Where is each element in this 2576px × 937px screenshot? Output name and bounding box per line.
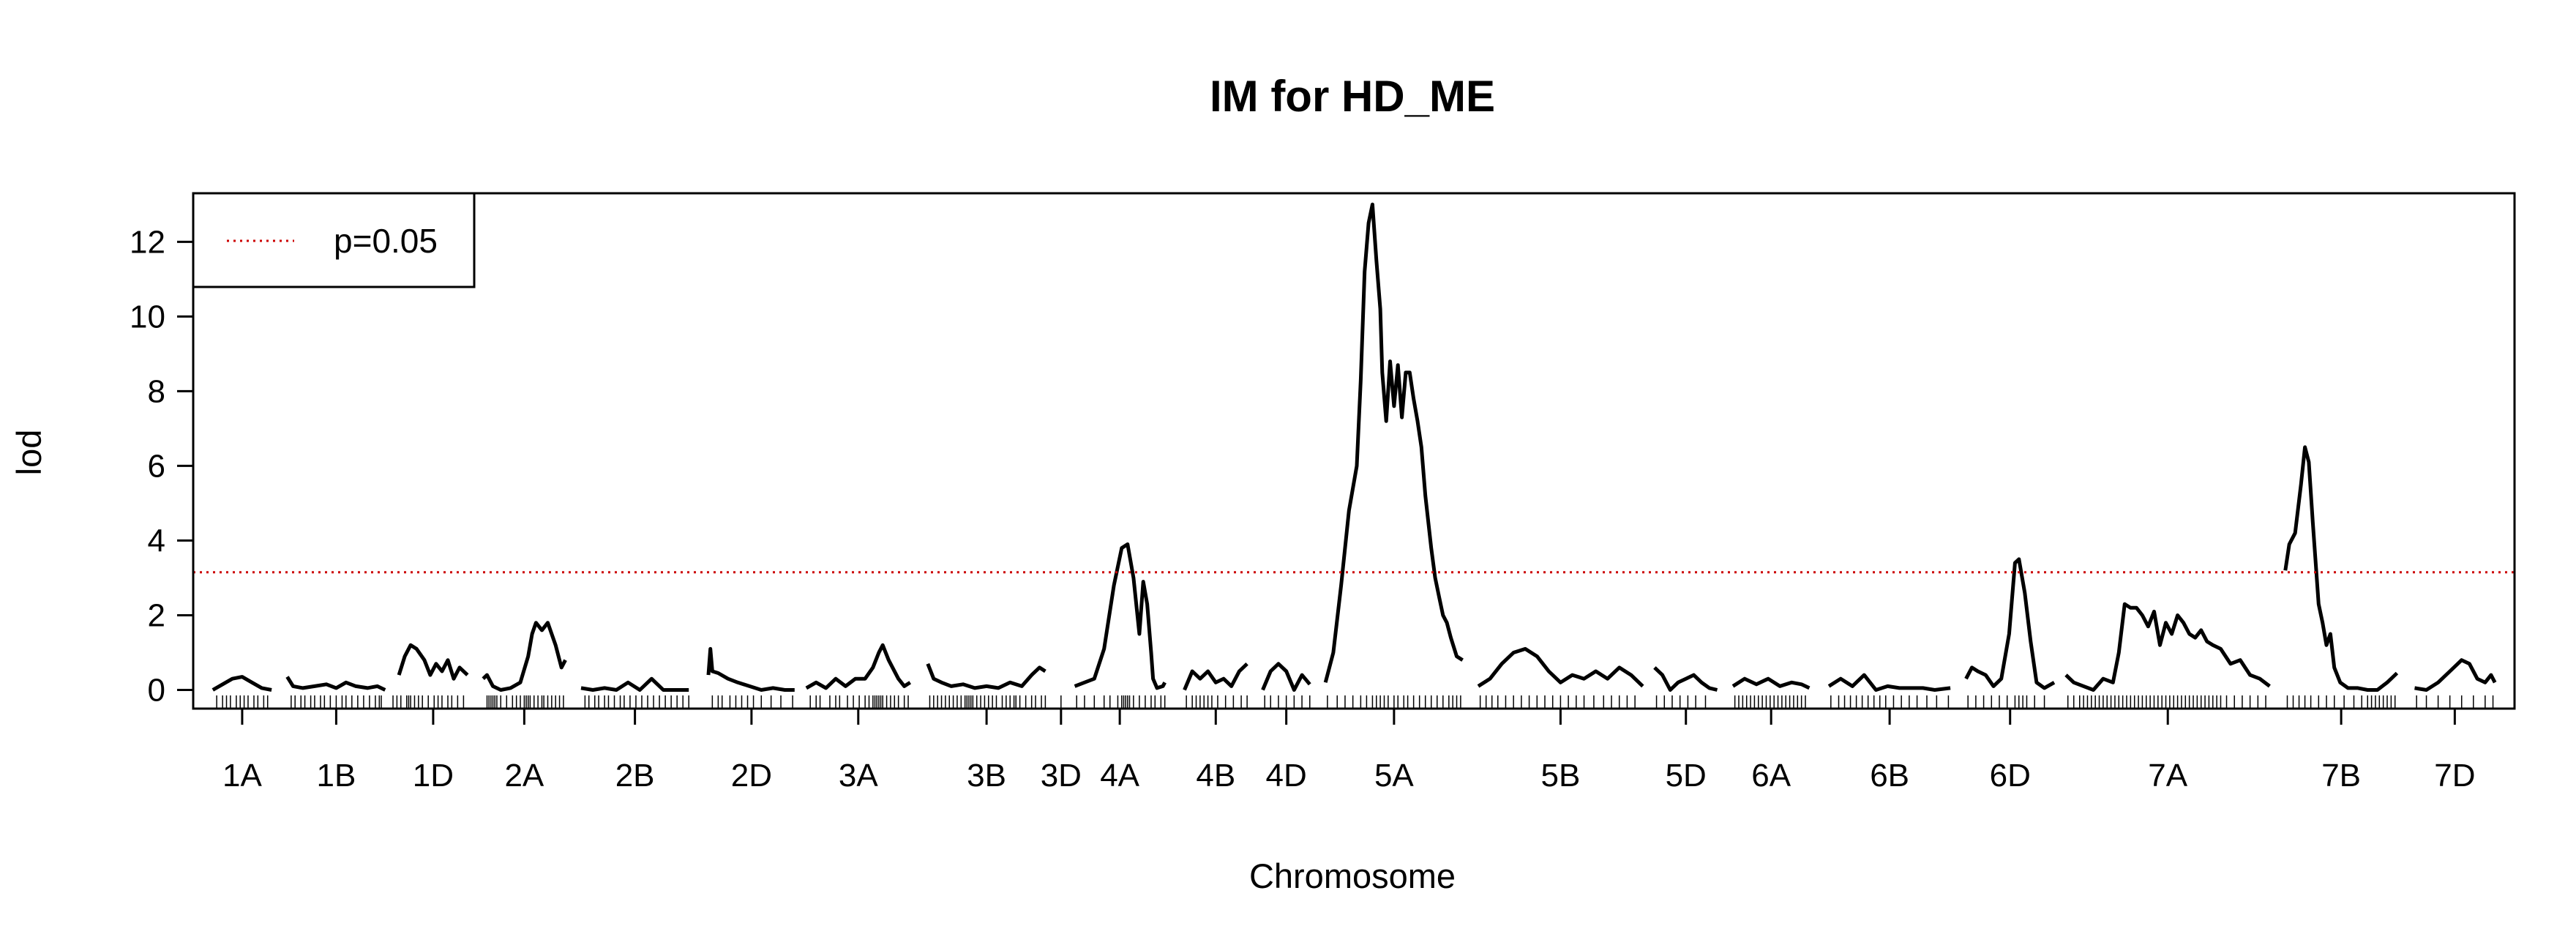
y-tick-label: 2 [148, 597, 165, 633]
lod-curve-2A [482, 621, 567, 692]
lod-curve-4A [1074, 542, 1167, 690]
x-tick-label-6D: 6D [1990, 758, 2031, 794]
x-axis-label: Chromosome [1249, 856, 1456, 895]
x-tick-label-5A: 5A [1374, 758, 1414, 794]
x-axis: 1A 1B 1D 2A 2B 2D 3A 3B 3D 4A 4B 4D 5A 5B 5D 6A 6B 6D 7A 7B… [222, 709, 2475, 794]
y-tick-label: 12 [130, 224, 165, 260]
x-tick-label-2D: 2D [731, 758, 772, 794]
y-tick-label: 6 [148, 448, 165, 484]
lod-curve-4B [1183, 662, 1248, 691]
y-tick-label: 8 [148, 373, 165, 409]
lod-curve-4D [1261, 662, 1311, 692]
x-tick-label-4D: 4D [1266, 758, 1307, 794]
x-tick-label-3A: 3A [839, 758, 878, 794]
lod-curve-7B [2283, 445, 2399, 692]
lod-curve-1D [397, 643, 469, 681]
lod-curve-5A [1323, 202, 1464, 683]
x-tick-label-4B: 4B [1196, 758, 1235, 794]
x-tick-label-3B: 3B [967, 758, 1006, 794]
x-tick-label-5B: 5B [1540, 758, 1580, 794]
lod-curves [211, 202, 2497, 692]
x-tick-label-3D: 3D [1041, 758, 1082, 794]
x-tick-label-2A: 2A [504, 758, 544, 794]
lod-curve-2B [580, 676, 689, 692]
y-tick-label: 10 [130, 299, 165, 335]
y-axis: 0 2 4 6 8 10 12 [130, 224, 193, 708]
x-tick-label-6B: 6B [1870, 758, 1909, 794]
x-tick-label-4A: 4A [1100, 758, 1139, 794]
plot-frame [192, 192, 2516, 710]
x-tick-label-1D: 1D [413, 758, 454, 794]
y-tick-label: 4 [148, 523, 165, 559]
x-tick-label-6A: 6A [1751, 758, 1791, 794]
y-tick-label: 0 [148, 672, 165, 708]
x-tick-label-7B: 7B [2321, 758, 2361, 794]
x-tick-label-7D: 7D [2434, 758, 2475, 794]
x-tick-label-5D: 5D [1666, 758, 1707, 794]
lod-curve-1B [285, 676, 386, 692]
lod-curve-3B [926, 662, 1046, 690]
x-tick-label-2B: 2B [615, 758, 655, 794]
legend: p=0.05 [192, 192, 476, 288]
lod-curve-2D [706, 646, 795, 692]
lod-curve-1A [211, 675, 272, 692]
x-tick-label-1B: 1B [316, 758, 356, 794]
y-axis-label: lod [10, 430, 48, 476]
lod-curve-5D [1653, 666, 1718, 692]
lod-curve-3A [805, 643, 912, 690]
lod-curve-6B [1827, 673, 1951, 692]
marker-rug [216, 695, 2494, 709]
x-tick-label-1A: 1A [222, 758, 262, 794]
x-tick-label-7A: 7A [2148, 758, 2187, 794]
lod-curve-7D [2414, 658, 2497, 692]
lod-curve-6A [1731, 676, 1811, 690]
chart-title: IM for HD_ME [1210, 72, 1495, 121]
legend-label: p=0.05 [334, 222, 438, 260]
lod-curve-7A [2064, 602, 2271, 692]
lod-curve-5B [1477, 646, 1644, 688]
lod-curve-6D [1964, 557, 2056, 690]
